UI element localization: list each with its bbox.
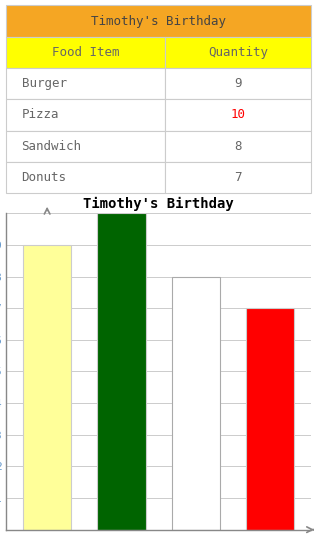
Bar <box>23 245 71 530</box>
Text: Timothy's Birthday: Timothy's Birthday <box>91 14 226 27</box>
Bar <box>6 100 165 131</box>
Bar <box>97 213 146 530</box>
Bar <box>6 131 165 162</box>
Bar <box>165 100 311 131</box>
Bar <box>165 68 311 100</box>
Bar <box>6 68 165 100</box>
Bar <box>171 277 220 530</box>
Text: 8: 8 <box>234 140 241 152</box>
Text: Quantity: Quantity <box>208 46 268 59</box>
Bar <box>165 162 311 193</box>
Bar <box>165 37 311 68</box>
Text: Pizza: Pizza <box>22 109 59 121</box>
Text: 9: 9 <box>234 77 241 90</box>
Text: Sandwich: Sandwich <box>22 140 82 152</box>
Bar <box>6 5 311 37</box>
Bar <box>246 308 294 530</box>
Bar <box>6 162 165 193</box>
Text: Burger: Burger <box>22 77 67 90</box>
Bar <box>165 131 311 162</box>
Text: 10: 10 <box>230 109 245 121</box>
Text: Food Item: Food Item <box>52 46 119 59</box>
Text: Donuts: Donuts <box>22 171 67 184</box>
Text: 7: 7 <box>234 171 241 184</box>
Title: Timothy's Birthday: Timothy's Birthday <box>83 197 234 211</box>
Bar <box>6 37 165 68</box>
